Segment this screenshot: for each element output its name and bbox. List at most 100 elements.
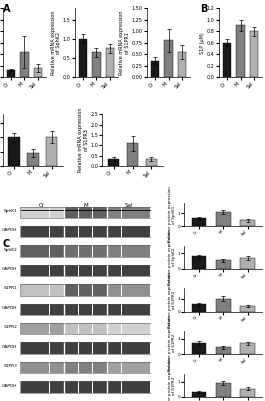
Bar xyxy=(35,342,49,354)
Bar xyxy=(136,381,150,393)
Bar xyxy=(136,362,150,373)
Bar xyxy=(35,381,49,393)
Bar xyxy=(21,245,34,257)
Bar xyxy=(93,226,107,237)
Y-axis label: Relative protein expression
of S1PR3: Relative protein expression of S1PR3 xyxy=(168,358,176,401)
Bar xyxy=(136,226,150,237)
Bar xyxy=(250,31,258,77)
Bar xyxy=(64,304,78,315)
Bar xyxy=(64,226,78,237)
Y-axis label: Relative protein expression
of S1PR1: Relative protein expression of S1PR1 xyxy=(168,272,176,328)
Bar xyxy=(192,392,206,397)
Bar xyxy=(151,61,159,77)
Bar xyxy=(35,245,49,257)
Bar xyxy=(64,245,78,257)
Bar xyxy=(122,342,136,354)
Text: C: C xyxy=(3,239,10,249)
Text: S1PR1: S1PR1 xyxy=(3,286,17,290)
Bar xyxy=(216,383,231,397)
Bar xyxy=(50,342,64,354)
Bar xyxy=(35,207,49,218)
Bar xyxy=(27,153,38,166)
Bar xyxy=(78,381,92,393)
Bar xyxy=(240,220,255,226)
Bar xyxy=(93,304,107,315)
Text: M: M xyxy=(83,203,88,208)
Bar xyxy=(122,265,136,276)
Bar xyxy=(108,265,121,276)
Text: SphK2: SphK2 xyxy=(4,248,17,252)
Bar xyxy=(192,218,206,226)
Bar xyxy=(20,342,151,354)
Bar xyxy=(64,207,78,218)
Bar xyxy=(240,258,255,269)
Bar xyxy=(20,284,151,296)
Bar xyxy=(240,306,255,312)
Bar xyxy=(46,137,58,166)
Bar xyxy=(223,43,231,77)
Bar xyxy=(78,304,92,315)
Bar xyxy=(78,323,92,334)
Bar xyxy=(240,389,255,397)
Bar xyxy=(20,226,151,237)
Text: SphK1: SphK1 xyxy=(4,209,17,213)
Bar xyxy=(50,381,64,393)
Bar xyxy=(34,68,42,77)
Bar xyxy=(21,265,34,276)
Bar xyxy=(50,362,64,373)
Bar xyxy=(136,284,150,296)
Bar xyxy=(93,342,107,354)
Bar xyxy=(216,299,231,312)
Bar xyxy=(21,284,34,296)
Bar xyxy=(146,159,157,166)
Bar xyxy=(122,323,136,334)
Bar xyxy=(64,284,78,296)
Bar xyxy=(7,71,15,77)
Bar xyxy=(20,265,151,276)
Bar xyxy=(78,362,92,373)
Bar xyxy=(192,343,206,354)
Bar xyxy=(122,362,136,373)
Bar xyxy=(122,207,136,218)
Bar xyxy=(35,265,49,276)
Bar xyxy=(164,41,173,77)
Bar xyxy=(93,381,107,393)
Bar xyxy=(93,265,107,276)
Bar xyxy=(21,362,34,373)
Bar xyxy=(20,52,29,77)
Bar xyxy=(136,342,150,354)
Bar xyxy=(20,207,151,218)
Bar xyxy=(21,207,34,218)
Y-axis label: Relative protein expression
of SphK1: Relative protein expression of SphK1 xyxy=(168,186,176,242)
Y-axis label: Relative mRNA expression
of S1PR1: Relative mRNA expression of S1PR1 xyxy=(120,10,130,75)
Bar xyxy=(78,226,92,237)
Bar xyxy=(106,49,114,77)
Bar xyxy=(122,381,136,393)
Bar xyxy=(50,304,64,315)
Bar xyxy=(35,226,49,237)
Text: GAPDH: GAPDH xyxy=(2,345,17,349)
Bar xyxy=(78,265,92,276)
Bar xyxy=(20,362,151,373)
Bar xyxy=(93,323,107,334)
Y-axis label: Relative protein expression
of SphK2: Relative protein expression of SphK2 xyxy=(168,229,176,285)
Bar xyxy=(50,245,64,257)
Bar xyxy=(108,362,121,373)
Bar xyxy=(64,323,78,334)
Bar xyxy=(20,304,151,315)
Bar xyxy=(79,39,87,77)
Y-axis label: S1P (µM): S1P (µM) xyxy=(200,32,205,54)
Bar xyxy=(108,226,121,237)
Text: S1PR2: S1PR2 xyxy=(3,325,17,329)
Bar xyxy=(50,226,64,237)
Bar xyxy=(20,381,151,393)
Text: A: A xyxy=(3,4,10,14)
Bar xyxy=(64,381,78,393)
Bar xyxy=(236,25,245,77)
Bar xyxy=(108,245,121,257)
Bar xyxy=(122,245,136,257)
Y-axis label: Relative mRNA expression
of SphK2: Relative mRNA expression of SphK2 xyxy=(51,10,61,75)
Bar xyxy=(21,226,34,237)
Bar xyxy=(8,137,20,166)
Text: Cr: Cr xyxy=(39,203,45,208)
